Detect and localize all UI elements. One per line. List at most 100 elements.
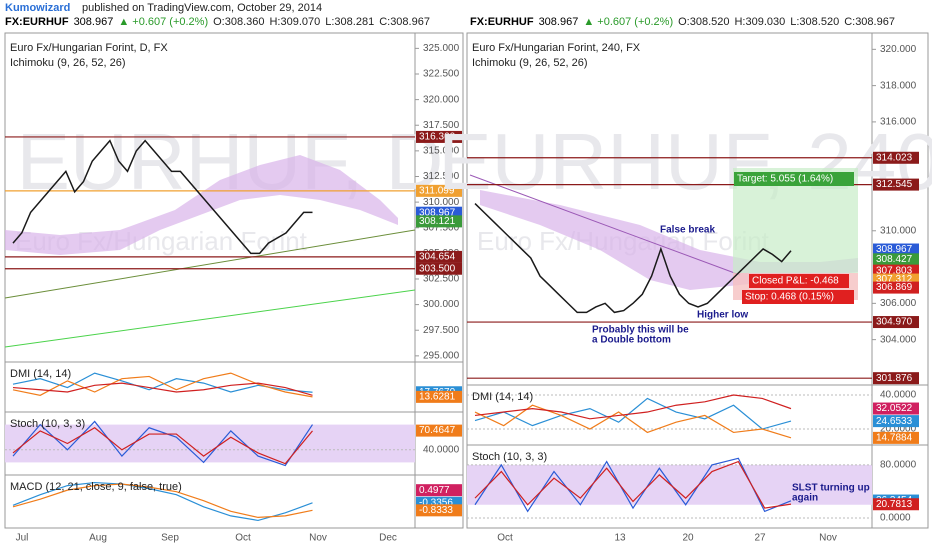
annotation: Closed P&L: -0.468 — [752, 276, 839, 287]
x-tick-label: Nov — [309, 533, 327, 544]
symbol-change: ▲ +0.607 (+0.2%) — [583, 16, 673, 28]
x-tick-label: Aug — [89, 533, 107, 544]
ohlc: L:308.520 — [790, 16, 839, 28]
indicator-line — [12, 483, 313, 519]
price-tag-label: 306.869 — [876, 282, 913, 293]
annotation: False break — [660, 225, 715, 236]
value-tag — [873, 402, 919, 415]
symbol-last: 308.967 — [539, 16, 579, 28]
x-tick-label: Dec — [379, 533, 397, 544]
price-tag-label: 307.803 — [876, 265, 913, 276]
ohlc: H:309.070 — [269, 16, 320, 28]
value-tag-label: 70.4647 — [419, 425, 456, 436]
y-tick-label: 306.000 — [880, 298, 917, 309]
indicator-line — [474, 460, 792, 509]
annotation: Target: 5.055 (1.64%) — [737, 174, 833, 185]
pane-tick-label: 40.0000 — [423, 444, 460, 455]
price-tag-label: 314.023 — [876, 152, 913, 163]
y-tick-label: 304.000 — [880, 334, 917, 345]
x-tick-label: Oct — [235, 533, 251, 544]
ichimoku-cloud — [5, 155, 398, 255]
pane-tick-label: 80.0000 — [880, 460, 917, 471]
value-tag — [416, 484, 462, 497]
y-tick-label: 297.500 — [423, 325, 460, 336]
annotation: again — [792, 493, 818, 504]
price-tag — [416, 130, 462, 143]
indicator-line — [474, 394, 792, 420]
indicator-line — [12, 382, 313, 396]
trendline — [4, 289, 416, 348]
price-tag-label: 301.876 — [876, 373, 913, 384]
price-line — [12, 139, 313, 255]
symbol-symbol: FX:EURHUF — [5, 16, 69, 28]
indicator-line — [12, 372, 313, 398]
value-tag — [416, 504, 462, 517]
annotation: Higher low — [697, 310, 748, 321]
x-tick-label: 13 — [614, 533, 626, 544]
ohlc: C:308.967 — [844, 16, 895, 28]
annotation: a Double bottom — [592, 335, 671, 346]
y-tick-label: 307.500 — [423, 222, 460, 233]
ohlc: O:308.520 — [678, 16, 729, 28]
annotation-box — [734, 172, 854, 186]
y-tick-label: 317.500 — [423, 120, 460, 131]
indicator-line — [474, 457, 792, 513]
symbol-last: 308.967 — [74, 16, 114, 28]
value-tag-label: -0.3356 — [419, 497, 453, 508]
y-tick-label: 322.500 — [423, 69, 460, 80]
price-tag — [873, 372, 919, 385]
price-tag-label: 312.545 — [876, 179, 913, 190]
value-tag-label: 24.6533 — [876, 416, 913, 427]
author[interactable]: Kumowizard — [5, 2, 70, 14]
y-tick-label: 315.000 — [423, 146, 460, 157]
pane-tick-label: 40.0000 — [880, 390, 917, 401]
y-tick-label: 318.000 — [880, 80, 917, 91]
price-tag — [873, 243, 919, 256]
price-tag-label: 311.099 — [419, 185, 455, 196]
value-tag — [416, 424, 462, 437]
value-tag-label: 13.6281 — [419, 391, 456, 402]
indicator-title: Ichimoku (9, 26, 52, 26) — [10, 57, 126, 69]
y-tick-label: 312.500 — [423, 171, 460, 182]
indicator-title: Ichimoku (9, 26, 52, 26) — [472, 57, 588, 69]
price-tag — [416, 184, 462, 197]
symbol-symbol: FX:EURHUF — [470, 16, 534, 28]
price-tag-label: 304.654 — [419, 252, 456, 263]
trendline — [469, 174, 741, 276]
y-tick-label: 310.000 — [423, 197, 460, 208]
price-tag — [873, 316, 919, 329]
pane-title: DMI (14, 14) — [10, 368, 71, 380]
pane-title: Stoch (10, 3, 3) — [472, 451, 547, 463]
ohlc: H:309.030 — [734, 16, 785, 28]
ohlc: L:308.281 — [325, 16, 374, 28]
ohlc: C:308.967 — [379, 16, 430, 28]
panel-title: Euro Fx/Hungarian Forint, D, FX — [10, 42, 168, 54]
value-tag — [873, 415, 919, 428]
value-tag-label: 20.7813 — [876, 499, 913, 510]
pane-tick-label: 20.0000 — [880, 424, 917, 435]
x-tick-label: 27 — [754, 533, 766, 544]
annotation: SLST turning up — [792, 483, 870, 494]
y-tick-label: 320.000 — [423, 94, 460, 105]
price-tag — [416, 215, 462, 228]
price-tag-label: 308.967 — [876, 244, 913, 255]
value-tag-label: -0.8333 — [419, 505, 453, 516]
panel-title: Euro Fx/Hungarian Forint, 240, FX — [472, 42, 641, 54]
trendline — [4, 229, 416, 299]
y-tick-label: 320.000 — [880, 44, 917, 55]
annotation: Probably this will be — [592, 325, 689, 336]
y-tick-label: 295.000 — [423, 350, 460, 361]
price-tag — [873, 151, 919, 164]
price-tag — [873, 253, 919, 266]
price-tag — [873, 178, 919, 191]
indicator-line — [474, 397, 792, 430]
y-tick-label: 316.000 — [880, 117, 917, 128]
pane-title: Stoch (10, 3, 3) — [10, 418, 85, 430]
y-tick-label: 300.000 — [423, 299, 460, 310]
price-tag-label: 304.970 — [876, 317, 913, 328]
value-tag — [873, 431, 919, 444]
y-tick-label: 302.500 — [423, 274, 460, 285]
value-tag — [416, 390, 462, 403]
x-tick-label: 20 — [682, 533, 694, 544]
pane-tick-label: 0.0000 — [880, 513, 911, 524]
